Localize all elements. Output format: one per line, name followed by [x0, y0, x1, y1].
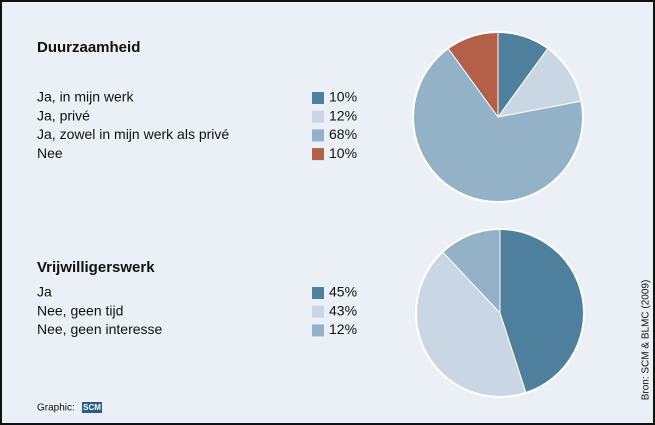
- legend-swatch: [312, 148, 324, 161]
- legend-label: Ja, privé: [37, 107, 90, 123]
- pie-outline: [412, 31, 584, 203]
- legend-swatch: [312, 110, 324, 123]
- value-label: 68%: [329, 126, 357, 142]
- logo: SCM: [83, 403, 101, 412]
- pie-outline: [415, 228, 585, 398]
- legend-swatch: [312, 324, 324, 337]
- legend-label: Nee, geen tijd: [37, 302, 123, 318]
- value-label: 10%: [329, 89, 357, 105]
- value-label: 43%: [329, 302, 357, 318]
- legend-label: Nee: [37, 145, 63, 161]
- legend-swatch: [312, 92, 324, 104]
- legend-swatch: [312, 129, 324, 142]
- source: Bron: SCM & BLMC (2009): [641, 280, 652, 401]
- legend-label: Nee, geen interesse: [37, 321, 163, 337]
- legend-swatch: [312, 305, 324, 318]
- legend-label: Ja, in mijn werk: [37, 89, 134, 105]
- legend-swatch: [312, 287, 324, 299]
- value-label: 12%: [329, 321, 357, 337]
- chart-title: Vrijwilligerswerk: [37, 259, 155, 276]
- legend-label: Ja, zowel in mijn werk als privé: [37, 126, 229, 142]
- value-label: 45%: [329, 284, 357, 300]
- legend-label: Ja: [37, 284, 52, 300]
- logo-box: [82, 402, 102, 413]
- value-label: 12%: [329, 107, 357, 123]
- credit: Graphic:: [37, 403, 75, 414]
- chart-title: Duurzaamheid: [37, 39, 140, 56]
- value-label: 10%: [329, 145, 357, 161]
